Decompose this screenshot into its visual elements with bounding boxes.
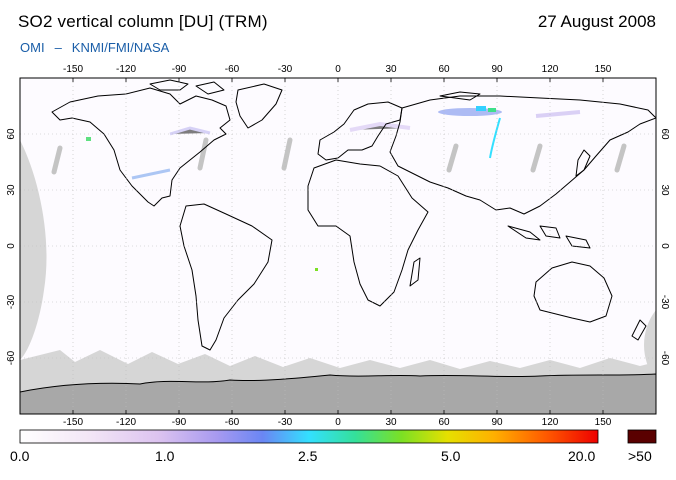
lat-tick-label: -60 xyxy=(6,350,17,365)
colorbar xyxy=(19,429,599,444)
lon-tick-label: -90 xyxy=(172,64,187,75)
lat-tick-label: -60 xyxy=(659,351,670,366)
lon-tick-label: 150 xyxy=(595,64,612,75)
lon-tick-label: -30 xyxy=(278,64,293,75)
madagascar xyxy=(409,257,421,287)
lat-tick-label: 30 xyxy=(659,184,670,196)
credit-institutions: KNMI/FMI/NASA xyxy=(71,40,170,55)
credit-line: OMI – KNMI/FMI/NASA xyxy=(20,40,169,55)
indonesia xyxy=(507,225,591,249)
north-america xyxy=(51,87,231,207)
map-date: 27 August 2008 xyxy=(537,12,656,31)
africa xyxy=(307,159,429,307)
lon-tick-label: 90 xyxy=(491,417,503,428)
missing-data-west xyxy=(20,140,47,360)
lon-tick-label: -30 xyxy=(278,417,293,428)
colorbar-label-3: 5.0 xyxy=(441,448,461,464)
lat-tick-label: 60 xyxy=(659,128,670,140)
japan xyxy=(575,149,591,177)
colorbar-label-2: 2.5 xyxy=(298,448,318,464)
missing-data-east xyxy=(644,310,656,380)
asia xyxy=(389,95,656,215)
gridlines xyxy=(20,78,656,414)
credit-instrument: OMI xyxy=(20,40,45,55)
lon-tick-label: 0 xyxy=(335,417,341,428)
lon-tick-label: 30 xyxy=(385,64,397,75)
greenland xyxy=(235,83,283,129)
lon-tick-label: 0 xyxy=(335,64,341,75)
map-title: SO2 vertical column [DU] (TRM) xyxy=(18,12,268,31)
lon-tick-label: 60 xyxy=(438,417,450,428)
south-america xyxy=(179,203,273,351)
lon-labels-top: -150 -120 -90 -60 -30 0 30 60 90 120 150 xyxy=(63,64,612,75)
lat-tick-label: -30 xyxy=(659,295,670,310)
lon-tick-label: 60 xyxy=(438,64,450,75)
colorbar-label-0: 0.0 xyxy=(10,448,30,464)
lon-tick-label: 30 xyxy=(385,417,397,428)
lon-tick-label: 90 xyxy=(491,64,503,75)
so2-features xyxy=(86,106,581,271)
lon-tick-label: -60 xyxy=(225,417,240,428)
lon-tick-label: -120 xyxy=(116,417,136,428)
colorbar-label-4: 20.0 xyxy=(568,448,596,464)
lon-tick-label: -150 xyxy=(63,64,83,75)
lat-labels-right: 60 30 0 -30 -60 xyxy=(659,128,670,365)
lon-tick-label: -120 xyxy=(116,64,136,75)
colorbar-overflow-swatch xyxy=(627,429,657,444)
lat-tick-label: 30 xyxy=(6,184,17,196)
arctic-islands xyxy=(149,79,225,95)
australia xyxy=(533,261,613,323)
continents xyxy=(51,79,656,351)
axis-tick-marks xyxy=(72,78,604,414)
colorbar-label-5: >50 xyxy=(628,448,652,464)
colorbar-label-1: 1.0 xyxy=(155,448,175,464)
lon-tick-label: -60 xyxy=(225,64,240,75)
credit-separator: – xyxy=(54,40,62,55)
lon-tick-label: 150 xyxy=(595,417,612,428)
lat-tick-label: 60 xyxy=(6,128,17,140)
lon-tick-label: 120 xyxy=(542,417,559,428)
orbit-gaps xyxy=(51,137,627,175)
russian-arctic xyxy=(439,91,481,101)
lon-tick-label: 120 xyxy=(542,64,559,75)
lon-tick-label: -90 xyxy=(172,417,187,428)
lat-tick-label: -30 xyxy=(6,294,17,309)
lon-labels-bottom: -150 -120 -90 -60 -30 0 30 60 90 120 150 xyxy=(63,417,612,428)
lat-labels-left: 60 30 0 -30 -60 xyxy=(6,128,17,365)
lon-tick-label: -150 xyxy=(63,417,83,428)
lat-tick-label: 0 xyxy=(6,243,17,249)
lat-tick-label: 0 xyxy=(659,243,670,249)
new-zealand xyxy=(631,319,647,341)
